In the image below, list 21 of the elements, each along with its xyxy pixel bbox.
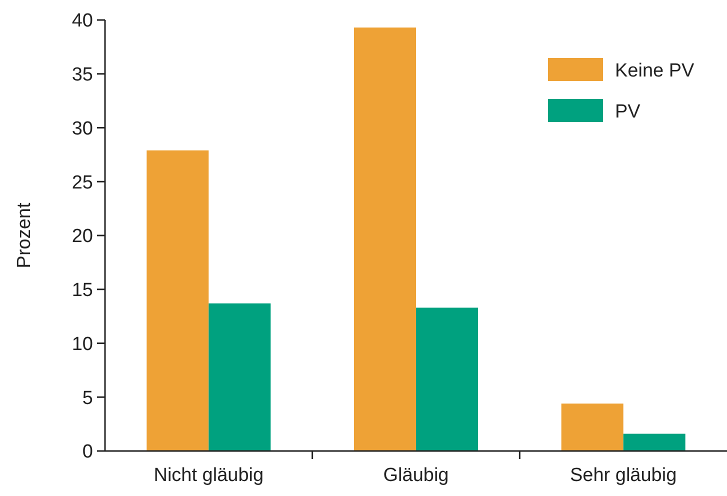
bar <box>561 404 624 451</box>
y-tick-label: 25 <box>72 172 93 194</box>
bar <box>208 303 271 451</box>
bar <box>623 434 686 451</box>
y-tick-label: 35 <box>72 64 93 86</box>
y-tick-label: 10 <box>72 334 93 355</box>
bar <box>146 150 209 451</box>
bar <box>354 28 416 451</box>
bar <box>416 308 478 451</box>
x-tick-label: Gläubig <box>383 465 449 486</box>
y-tick-label: 30 <box>72 118 93 140</box>
x-tick-label: Sehr gläubig <box>570 465 677 486</box>
x-tick-label: Nicht gläubig <box>154 465 264 486</box>
y-tick-label: 5 <box>82 388 93 409</box>
y-tick-label: 0 <box>82 442 93 463</box>
legend-label: Keine PV <box>615 60 695 82</box>
y-tick-label: 15 <box>72 280 93 302</box>
legend-label: PV <box>615 102 641 123</box>
y-tick-label: 40 <box>72 10 93 32</box>
y-axis-title: Prozent <box>14 202 35 268</box>
y-tick-label: 20 <box>72 226 93 248</box>
